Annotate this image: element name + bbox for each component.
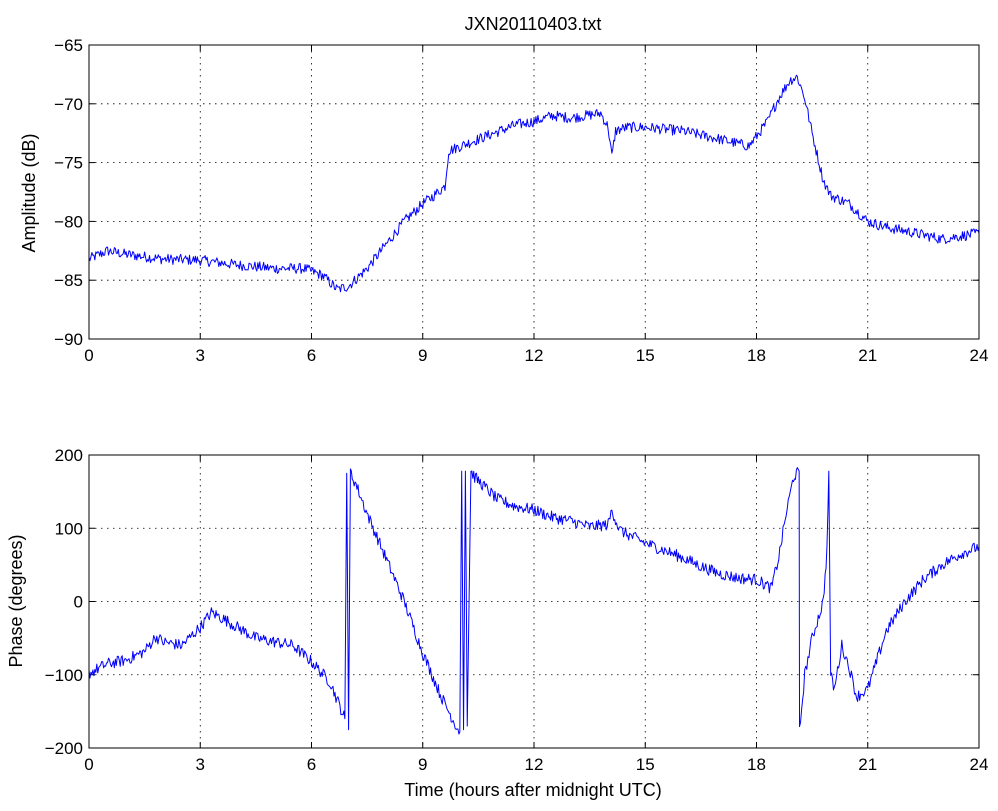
amplitude-series-line [89, 74, 979, 293]
phase-xtick-label: 9 [418, 755, 427, 774]
amplitude-ytick-label: −65 [54, 36, 83, 55]
phase-xtick-label: 12 [525, 755, 544, 774]
amplitude-ytick-label: −70 [54, 95, 83, 114]
amplitude-xtick-label: 24 [970, 346, 989, 365]
amplitude-axes-frame [88, 44, 980, 340]
phase-xtick-label: 3 [196, 755, 205, 774]
amplitude-xtick-label: 0 [84, 346, 93, 365]
phase-ytick-label: −100 [45, 666, 83, 685]
amplitude-xtick-label: 18 [747, 346, 766, 365]
amplitude-ytick-label: −80 [54, 212, 83, 231]
amplitude-ytick-label: −90 [54, 330, 83, 349]
amplitude-xtick-label: 15 [636, 346, 655, 365]
phase-plot: 0 3 6 9 12 15 18 21 24 −200 −100 0 100 200 [45, 446, 989, 774]
phase-ytick-label: 100 [55, 519, 83, 538]
amplitude-xtick-label: 3 [196, 346, 205, 365]
time-xlabel: Time (hours after midnight UTC) [404, 780, 661, 800]
phase-xtick-label: 0 [84, 755, 93, 774]
amplitude-ylabel: Amplitude (dB) [19, 133, 39, 252]
amplitude-ytick-label: −75 [54, 154, 83, 173]
amplitude-xtick-label: 9 [418, 346, 427, 365]
amplitude-plot: 0 3 6 9 12 15 18 21 24 −90 −85 −80 −75 −70 −65 [54, 36, 988, 365]
chart-title: JXN20110403.txt [465, 14, 602, 34]
phase-ytick-label: 200 [55, 446, 83, 465]
amplitude-ytick-label: −85 [54, 271, 83, 290]
phase-xtick-label: 21 [858, 755, 877, 774]
phase-ytick-label: −200 [45, 739, 83, 758]
amplitude-xtick-label: 6 [307, 346, 316, 365]
phase-xtick-label: 15 [636, 755, 655, 774]
amplitude-xtick-label: 21 [858, 346, 877, 365]
phase-xtick-label: 18 [747, 755, 766, 774]
phase-xtick-label: 24 [970, 755, 989, 774]
phase-ylabel: Phase (degrees) [6, 534, 26, 667]
phase-xtick-label: 6 [307, 755, 316, 774]
phase-series-line [89, 467, 979, 735]
phase-ytick-label: 0 [74, 593, 83, 612]
amplitude-xtick-label: 12 [525, 346, 544, 365]
phase-axes-frame [88, 454, 980, 749]
